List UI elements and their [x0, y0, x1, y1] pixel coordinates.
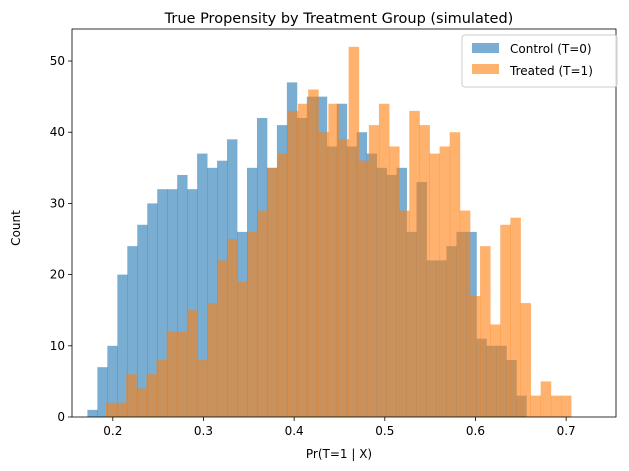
treated-bar	[389, 146, 400, 417]
treated-bar	[510, 217, 521, 417]
chart-title: True Propensity by Treatment Group (simu…	[164, 11, 514, 27]
control-bar	[147, 203, 158, 417]
treated-bar	[116, 402, 127, 417]
treated-bar	[459, 210, 471, 417]
y-axis-label: Count	[9, 210, 23, 246]
legend-swatch-treated	[472, 64, 499, 74]
treated-bar	[257, 210, 269, 417]
y-tick-label: 40	[50, 125, 65, 139]
control-bar	[177, 174, 188, 417]
x-axis-ticks: 0.2 0.3 0.4 0.5 0.6 0.7	[103, 417, 576, 438]
treated-bar	[176, 331, 188, 417]
treated-bar	[227, 239, 238, 417]
treated-bar	[146, 374, 157, 417]
treated-bar	[217, 260, 228, 417]
treated-bar	[480, 246, 491, 417]
treated-bar	[318, 132, 329, 417]
treated-bar	[439, 146, 451, 417]
treated-bar	[196, 360, 208, 417]
treated-bar	[378, 103, 390, 418]
treated-bar	[358, 160, 370, 417]
x-tick-label: 0.5	[375, 424, 394, 438]
control-bar	[97, 367, 108, 417]
control-bar	[117, 274, 128, 417]
treated-bar	[368, 125, 380, 417]
y-tick-label: 50	[50, 54, 65, 68]
x-tick-label: 0.3	[194, 424, 213, 438]
control-bar	[107, 345, 118, 417]
treated-bar	[298, 103, 309, 418]
y-tick-label: 0	[57, 410, 65, 424]
control-bar	[197, 153, 208, 417]
x-axis-label: Pr(T=1 | X)	[306, 447, 372, 461]
legend: Control (T=0) Treated (T=1)	[461, 34, 618, 88]
y-tick-label: 30	[50, 196, 65, 210]
treated-bar	[287, 110, 299, 418]
treated-bar	[348, 46, 360, 418]
treated-bar	[520, 303, 531, 417]
treated-bar	[490, 324, 501, 417]
treated-bar	[247, 231, 259, 417]
legend-box	[461, 34, 618, 88]
legend-swatch-control	[472, 43, 499, 53]
treated-bar	[267, 167, 279, 417]
treated-bar	[550, 395, 562, 417]
control-bar	[87, 409, 98, 417]
treated-bars	[106, 46, 572, 418]
treated-bar	[156, 360, 168, 417]
treated-bar	[530, 395, 542, 417]
treated-bar	[166, 331, 178, 417]
treated-bar	[106, 402, 117, 417]
treated-bar	[308, 89, 319, 417]
treated-bar	[399, 210, 410, 417]
treated-bar	[540, 381, 552, 417]
control-bar	[207, 167, 218, 417]
treated-bar	[328, 103, 339, 418]
treated-bar	[409, 110, 420, 418]
treated-bar	[126, 374, 137, 417]
x-tick-label: 0.4	[285, 424, 304, 438]
treated-bar	[237, 281, 248, 417]
treated-bar	[560, 395, 572, 417]
treated-bar	[207, 303, 218, 417]
x-tick-label: 0.2	[103, 424, 122, 438]
legend-label-treated: Treated (T=1)	[509, 64, 593, 78]
treated-bar	[186, 310, 198, 417]
treated-bar	[419, 125, 430, 417]
treated-bar	[500, 224, 511, 417]
treated-bar	[429, 153, 441, 417]
y-tick-label: 10	[50, 339, 65, 353]
x-tick-label: 0.6	[466, 424, 485, 438]
control-bar	[167, 189, 178, 417]
treated-bar	[136, 388, 147, 417]
legend-label-control: Control (T=0)	[510, 42, 592, 56]
control-bar	[157, 189, 168, 417]
treated-bar	[469, 295, 481, 417]
y-tick-label: 20	[50, 268, 65, 282]
treated-bar	[338, 139, 350, 417]
control-bar	[127, 246, 138, 417]
treated-bar	[277, 153, 289, 417]
y-axis-ticks: 0 10 20 30 40 50	[50, 54, 72, 424]
treated-bar	[449, 132, 461, 417]
x-tick-label: 0.7	[557, 424, 576, 438]
plot-area-frame	[71, 28, 617, 418]
control-bar	[187, 189, 198, 417]
control-bar	[137, 224, 148, 417]
